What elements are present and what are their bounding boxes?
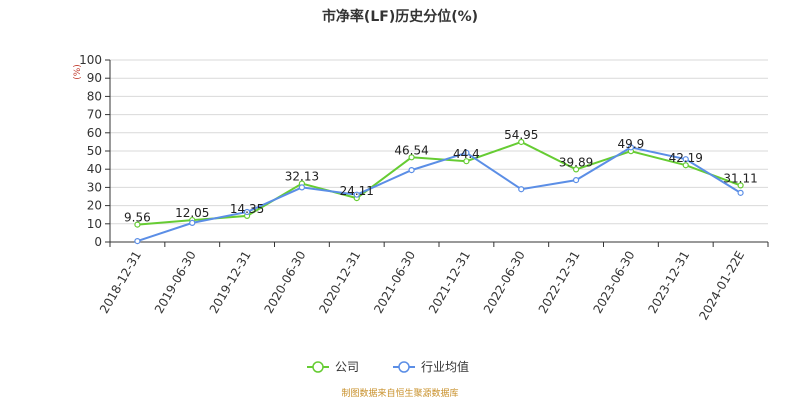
data-label: 9.56 — [124, 211, 151, 225]
data-label: 32.13 — [285, 170, 319, 184]
data-label: 14.35 — [230, 202, 264, 216]
x-tick-label: 2024-01-22E — [696, 249, 747, 323]
data-label: 39.89 — [559, 155, 593, 169]
x-tick-label: 2019-12-31 — [207, 248, 254, 315]
data-point — [189, 219, 196, 226]
data-label: 46.54 — [394, 143, 428, 157]
y-tick-label: 80 — [87, 89, 102, 103]
data-labels: 9.56 12.05 14.35 32.13 24.11 46.54 44.4 54.95 39… — [124, 128, 758, 225]
legend-swatch-marker — [312, 361, 324, 373]
x-tick-label: 2020-06-30 — [262, 249, 309, 316]
data-point — [737, 182, 744, 189]
data-point — [134, 237, 141, 245]
x-tick-label: 2021-12-31 — [426, 248, 473, 315]
series-line-2 — [137, 146, 742, 243]
x-tick-label: 2019-06-30 — [152, 249, 199, 316]
data-point — [682, 156, 689, 163]
y-tick-label: 30 — [87, 180, 102, 194]
data-point — [572, 177, 580, 184]
data-label: 24.11 — [340, 184, 374, 198]
data-label: 49.9 — [618, 137, 645, 151]
y-tick-label: 20 — [87, 199, 102, 213]
legend-item-2[interactable]: 行业均值 — [393, 359, 469, 374]
data-label: 12.05 — [175, 206, 209, 220]
data-point — [518, 138, 525, 146]
y-tick-label: 0 — [94, 235, 102, 249]
y-tick-label: 40 — [87, 162, 102, 176]
series-lines — [134, 138, 744, 245]
y-tick-label: 100 — [79, 53, 102, 67]
legend-label: 行业均值 — [421, 359, 469, 374]
y-tick-label: 90 — [87, 71, 102, 85]
data-point — [682, 162, 689, 169]
chart-title: 市净率(LF)历史分位(%) — [322, 8, 478, 25]
data-point — [353, 191, 360, 198]
y-tick-label: 70 — [87, 108, 102, 122]
x-tick-label: 2020-12-31 — [316, 249, 363, 316]
data-point — [243, 208, 251, 216]
source-note: 制图数据来自恒生聚源数据库 — [341, 387, 458, 399]
legend-swatch-marker — [398, 361, 410, 373]
legend-item-1[interactable]: 公司 — [307, 360, 359, 374]
data-point — [463, 149, 470, 156]
legend[interactable]: 公司 行业均值 — [307, 359, 469, 374]
data-point — [737, 189, 744, 196]
data-label: 54.95 — [504, 128, 538, 142]
data-label: 42.19 — [669, 151, 703, 165]
y-tick-label: 50 — [87, 144, 102, 158]
data-point — [134, 221, 141, 228]
data-point — [572, 166, 580, 173]
data-point — [463, 158, 470, 165]
x-axis-ticks: 2018-12-31 2019-06-30 2019-12-31 2020-06-30… — [97, 242, 769, 323]
data-label: 31.11 — [723, 171, 757, 185]
x-tick-label: 2023-12-31 — [645, 249, 692, 316]
x-tick-label: 2022-12-31 — [536, 249, 583, 316]
x-tick-label: 2018-12-31 — [97, 249, 144, 316]
y-tick-label: 60 — [87, 126, 102, 140]
legend-label: 公司 — [335, 360, 359, 374]
data-point — [298, 184, 306, 191]
y-tick-label: 10 — [87, 217, 102, 231]
y-axis-ticks: 0 10 20 30 40 50 60 70 80 90 100 — [79, 53, 110, 249]
series-line-1 — [137, 140, 741, 226]
x-tick-label: 2023-06-30 — [591, 249, 638, 316]
data-point — [408, 154, 415, 161]
data-point — [408, 167, 415, 174]
y-axis-unit-label: (%) — [73, 64, 83, 80]
data-point — [627, 144, 635, 151]
data-label: 44.4 — [453, 147, 480, 161]
x-tick-label: 2022-06-30 — [481, 249, 528, 316]
gridlines — [110, 59, 768, 225]
data-point — [518, 186, 525, 193]
x-tick-label: 2021-06-30 — [371, 249, 418, 316]
